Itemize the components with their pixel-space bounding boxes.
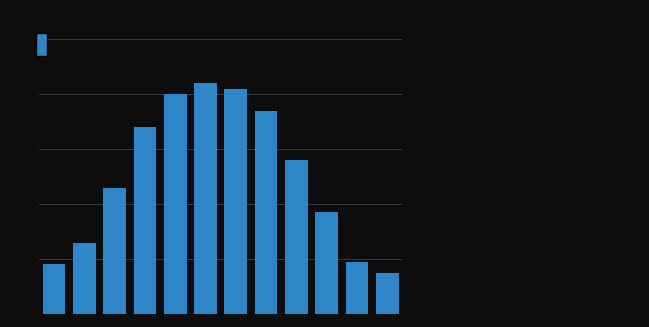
Bar [164,94,187,314]
Bar [43,265,66,314]
Bar [346,262,369,314]
Bar [254,111,278,314]
Bar [376,273,398,314]
Bar [73,243,96,314]
Bar [285,160,308,314]
Bar [194,83,217,314]
Bar [103,188,126,314]
Bar [225,89,247,314]
Bar [134,127,156,314]
Bar [315,212,338,314]
